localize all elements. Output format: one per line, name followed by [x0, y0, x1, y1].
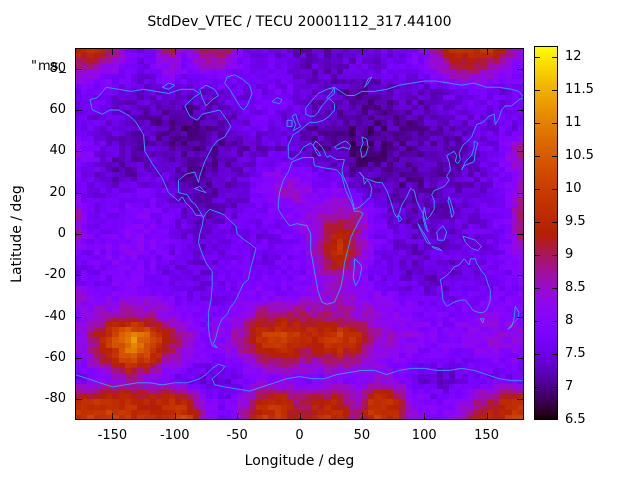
- y-tick-label: -80: [44, 391, 66, 407]
- x-tick-label: -150: [97, 428, 128, 443]
- colorbar-tick-label: 8: [565, 313, 574, 329]
- colorbar-tick-label: 6.5: [565, 412, 586, 427]
- x-tick-label: 0: [295, 428, 304, 443]
- colorbar-tick-label: 9: [565, 247, 574, 263]
- chart-title: StdDev_VTEC / TECU 20001112_317.44100: [147, 14, 452, 30]
- x-tick-label: 100: [411, 428, 437, 443]
- colorbar-tick-label: 12: [565, 49, 582, 65]
- x-axis-label: Longitude / deg: [244, 453, 355, 469]
- colorbar-tick-label: 8.5: [565, 280, 586, 296]
- y-tick-label: 80: [49, 60, 66, 76]
- y-tick-label: 20: [49, 184, 66, 200]
- x-tick-label: 150: [474, 428, 499, 443]
- y-tick-label: 60: [49, 102, 66, 117]
- y-tick-label: -60: [44, 350, 66, 365]
- colorbar-canvas: [534, 46, 558, 420]
- colorbar-tick-label: 10: [565, 181, 582, 197]
- colorbar-tick-label: 9.5: [565, 214, 586, 230]
- x-tick-label: 50: [353, 428, 371, 443]
- colorbar-tick-label: 11: [565, 115, 582, 131]
- colorbar-tick-label: 7.5: [565, 346, 586, 362]
- y-tick-label: 40: [49, 143, 66, 159]
- colorbar-tick-label: 7: [565, 379, 574, 395]
- stray-overlay-label: "ms_: [31, 59, 67, 74]
- y-tick-label: -40: [44, 308, 66, 324]
- x-tick-label: -50: [226, 428, 248, 443]
- world-heatmap-canvas: [75, 48, 524, 420]
- colorbar-tick-label: 11.5: [565, 82, 594, 98]
- y-tick-label: 0: [57, 226, 66, 241]
- x-tick-label: -100: [160, 428, 190, 443]
- y-axis-label: Latitude / deg: [9, 185, 25, 283]
- colorbar-tick-label: 10.5: [565, 148, 594, 164]
- y-tick-label: -20: [44, 267, 66, 283]
